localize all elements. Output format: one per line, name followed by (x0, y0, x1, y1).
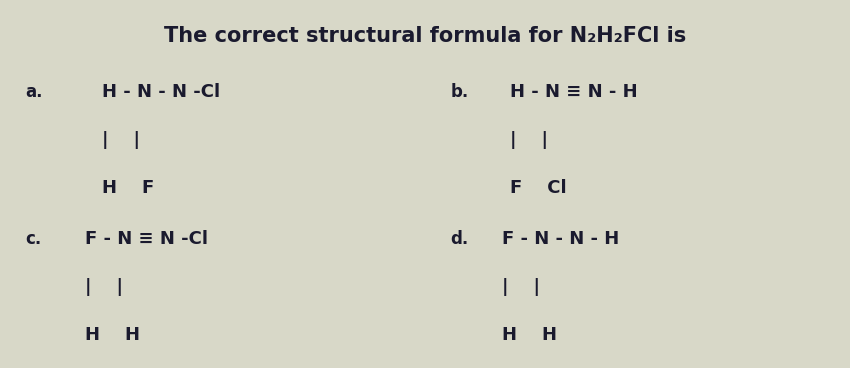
Text: d.: d. (450, 230, 468, 248)
Text: H - N - N -Cl: H - N - N -Cl (102, 83, 220, 101)
Text: H    H: H H (502, 326, 557, 344)
Text: |    |: | | (85, 278, 123, 296)
Text: |    |: | | (510, 131, 548, 149)
Text: The correct structural formula for N₂H₂FCl is: The correct structural formula for N₂H₂F… (164, 26, 686, 46)
Text: F - N - N - H: F - N - N - H (502, 230, 619, 248)
Text: H    H: H H (85, 326, 140, 344)
Text: b.: b. (450, 83, 468, 101)
Text: |    |: | | (502, 278, 540, 296)
Text: F - N ≡ N -Cl: F - N ≡ N -Cl (85, 230, 208, 248)
Text: |    |: | | (102, 131, 140, 149)
Text: H - N ≡ N - H: H - N ≡ N - H (510, 83, 638, 101)
Text: F    Cl: F Cl (510, 179, 567, 197)
Text: a.: a. (26, 83, 43, 101)
Text: c.: c. (26, 230, 42, 248)
Text: H    F: H F (102, 179, 154, 197)
